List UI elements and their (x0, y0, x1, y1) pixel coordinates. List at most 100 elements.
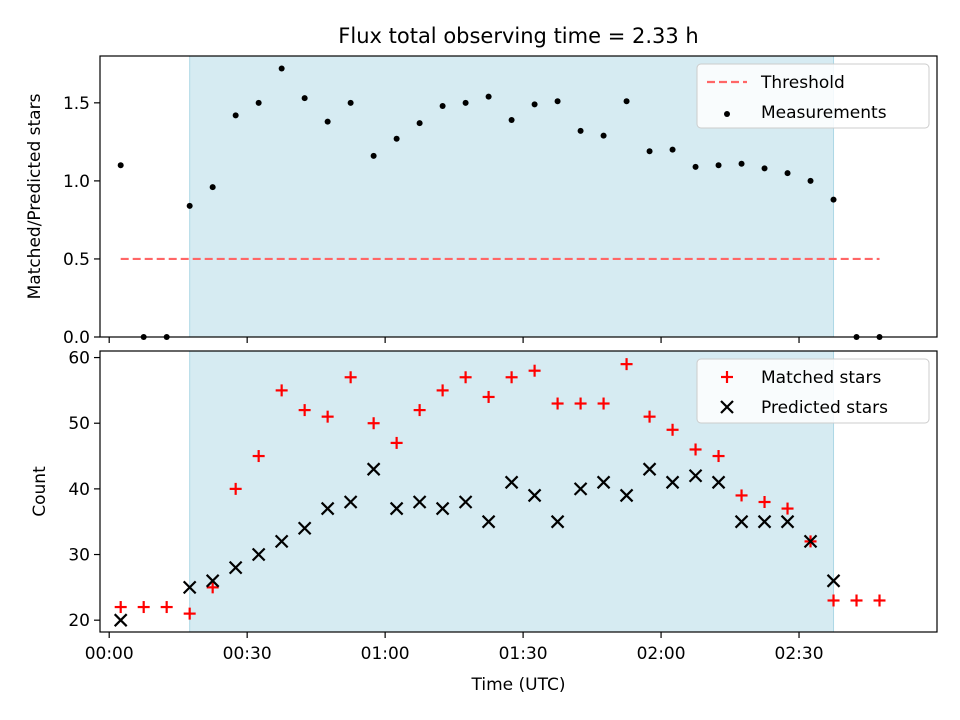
x-tick-label: 00:30 (223, 644, 272, 664)
matched-star-marker (735, 489, 748, 502)
matched-star-marker (206, 581, 219, 594)
predicted-star-marker (182, 580, 197, 595)
predicted-star-marker (665, 475, 680, 490)
legend-label: Threshold (760, 73, 845, 93)
matched-star-marker (712, 450, 725, 463)
measurement-point (554, 98, 561, 105)
matched-star-marker (689, 443, 702, 456)
predicted-star-marker (619, 488, 634, 503)
measurement-point (255, 99, 262, 106)
top-panel: 0.0 0.5 1.0 1.5 Matched/Predicted stars Thr… (25, 55, 938, 348)
predicted-star-marker (228, 560, 243, 575)
predicted-star-marker (343, 495, 358, 509)
bottom-panel: 20 30 40 50 60 00:00 00:30 01:00 01:30 02:00 02:30… (30, 349, 938, 695)
matched-star-marker (436, 384, 449, 397)
y-tick-label: 20 (68, 611, 90, 631)
legend-label: Measurements (761, 103, 887, 123)
measurement-point (370, 152, 377, 159)
matched-star-marker (643, 410, 656, 423)
matched-star-marker (758, 496, 771, 509)
measurement-point (784, 170, 791, 177)
matched-star-marker (137, 601, 150, 614)
matched-star-marker (574, 397, 587, 410)
legend-box (696, 63, 930, 129)
matched-star-marker (321, 410, 334, 423)
matched-star-marker (827, 594, 840, 607)
predicted-star-marker (205, 574, 220, 588)
predicted-star-marker (803, 534, 818, 549)
matched-star-marker (252, 450, 265, 463)
measurement-point (600, 132, 607, 139)
predicted-star-marker (251, 547, 266, 562)
measurement-point (416, 120, 423, 127)
matched-star-marker (873, 594, 886, 607)
bottom-series-layer (113, 358, 886, 627)
top-ticks: 0.0 0.5 1.0 1.5 (63, 94, 800, 348)
matched-star-marker (114, 601, 127, 614)
predicted-star-marker (826, 574, 841, 588)
matched-star-marker (528, 364, 541, 377)
x-tick-label: 02:00 (637, 644, 686, 664)
bottom-axes-frame (99, 350, 938, 633)
predicted-star-marker (435, 501, 450, 516)
measurement-point (761, 165, 768, 172)
x-tick-label: 01:00 (361, 644, 410, 664)
predicted-star-marker (458, 495, 473, 509)
measurement-point (209, 184, 216, 191)
measurement-point (347, 99, 354, 106)
x-tick-label: 00:00 (85, 644, 134, 664)
measurement-point (807, 177, 814, 184)
y-tick-label: 60 (68, 349, 90, 369)
predicted-star-marker (527, 488, 542, 503)
legend-swatch (721, 371, 733, 383)
predicted-star-marker (550, 514, 565, 529)
predicted-star-marker (780, 514, 795, 529)
y-tick-label: 30 (68, 546, 90, 566)
measurement-point (715, 162, 722, 169)
matched-star-marker (413, 404, 426, 417)
matched-star-marker (298, 404, 311, 417)
predicted-star-marker (320, 501, 335, 516)
y-tick-label: 0.5 (63, 250, 90, 270)
bottom-x-axis-label: Time (UTC) (471, 675, 566, 695)
y-tick-label: 50 (68, 414, 90, 434)
measurement-point (186, 202, 193, 209)
measurement-point (577, 127, 584, 134)
matched-star-marker (160, 601, 173, 614)
top-legend: Threshold Measurements (696, 63, 930, 129)
measurement-point (531, 101, 538, 108)
matched-star-marker (482, 390, 495, 403)
matched-star-marker (505, 371, 518, 384)
measurement-point (439, 102, 446, 109)
measurement-point (623, 98, 630, 105)
legend-label: Predicted stars (761, 398, 888, 418)
matched-star-marker (850, 594, 863, 607)
predicted-star-marker (504, 475, 519, 490)
legend-label: Matched stars (761, 368, 881, 388)
matched-star-marker (551, 397, 564, 410)
y-tick-label: 1.0 (63, 172, 90, 192)
measurement-point (738, 160, 745, 167)
measurement-point (324, 118, 331, 125)
predicted-star-marker (297, 521, 312, 536)
predicted-star-marker (389, 501, 404, 516)
y-tick-label: 40 (68, 480, 90, 500)
measurement-point (232, 112, 239, 119)
predicted-star-marker (642, 462, 657, 476)
matched-star-marker (275, 384, 288, 397)
measurement-point (117, 162, 124, 169)
matched-star-marker (597, 397, 610, 410)
x-tick-label: 01:30 (499, 644, 548, 664)
measurement-point (301, 95, 308, 102)
matched-star-marker (367, 417, 380, 430)
measurement-point (485, 93, 492, 100)
top-axes-frame (99, 55, 938, 338)
bottom-ticks: 20 30 40 50 60 00:00 00:30 01:00 01:30 02:00 02:30 (68, 349, 823, 664)
predicted-star-marker (596, 475, 611, 490)
matched-star-marker (781, 502, 794, 515)
y-tick-label: 0.0 (63, 328, 90, 348)
predicted-star-marker (573, 482, 588, 496)
predicted-star-marker (412, 495, 427, 509)
matched-star-marker (344, 371, 357, 384)
measurement-point (692, 163, 699, 170)
